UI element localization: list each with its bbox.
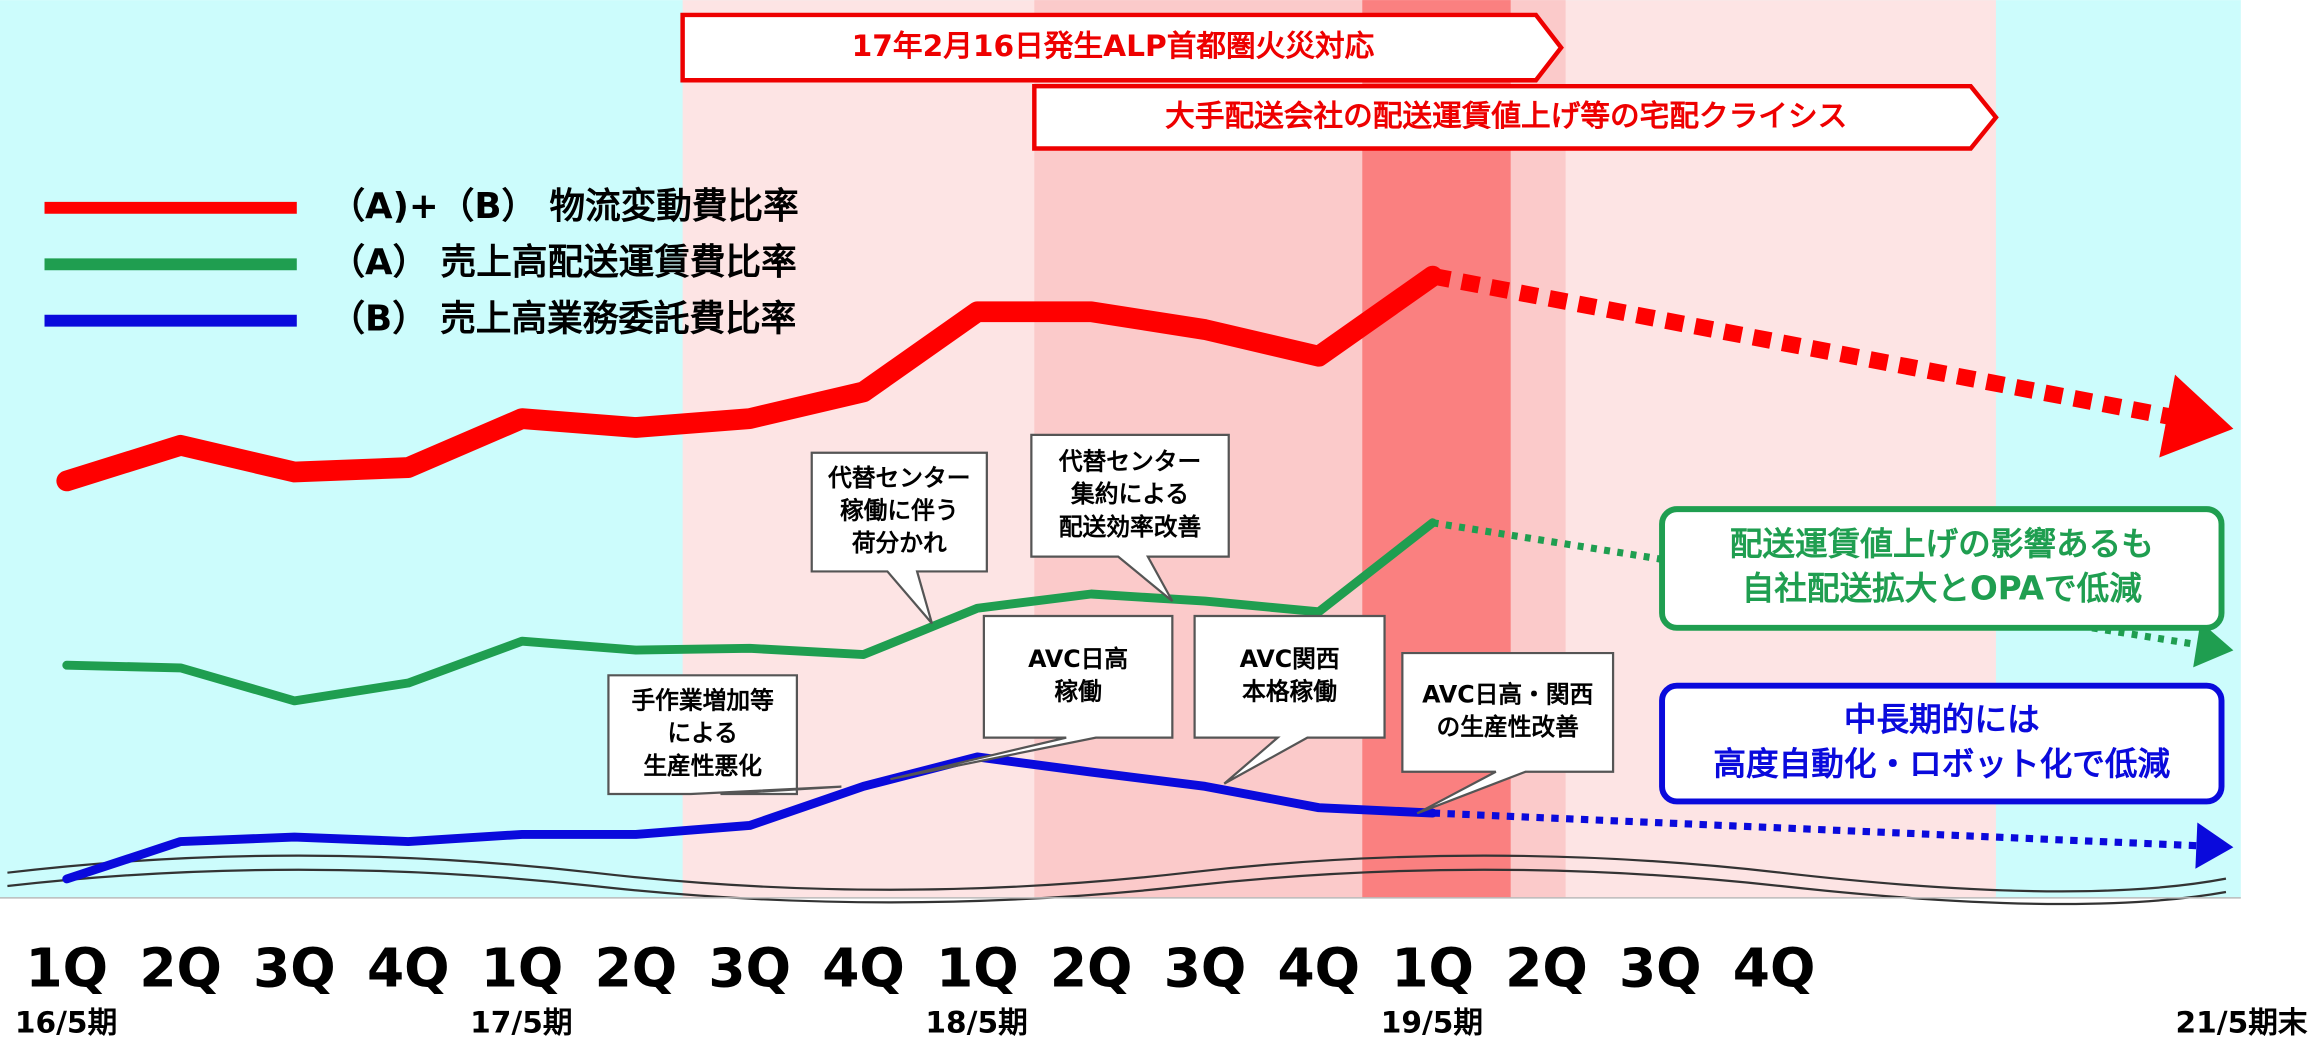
forecast-arrow [2195,822,2234,869]
callout [1401,651,1615,815]
note-text: 配送運賃値上げの影響あるも [1730,525,2154,563]
x-tick-label: 2Q [595,937,678,1000]
callout-text: 稼働 [1054,678,1101,706]
banner [680,12,1564,83]
note-text: 中長期的には [1844,700,2040,738]
callout-text: AVC日高 [1028,645,1128,673]
x-tick-label: 4Q [1278,937,1361,1000]
banner-text: 17年2月16日発生ALP首都圏火災対応 [852,28,1375,63]
banner-text: 大手配送会社の配送運賃値上げ等の宅配クライシス [1165,98,1847,133]
period-label: 19/5期 [1381,1005,1483,1039]
callout [890,614,1174,781]
x-tick-label: 1Q [1391,937,1474,1000]
callout-text: AVC日高・関西 [1422,681,1593,709]
callout-text: 本格稼働 [1242,678,1337,706]
x-tick-label: 3Q [253,937,336,1000]
callout-text: 代替センター [1058,448,1201,476]
callout [810,451,988,625]
x-tick-label: 1Q [936,937,1019,1000]
series-line [62,752,1438,884]
forecast-arrow [2193,621,2234,668]
x-tick-label: 1Q [25,937,108,1000]
forecast-line [1431,267,2206,432]
x-tick-label: 4Q [367,937,450,1000]
x-tick-label: 3Q [1619,937,1702,1000]
x-tick-label: 2Q [139,937,222,1000]
note-box [1659,682,2225,805]
x-tick-label: 2Q [1505,937,1588,1000]
series-line [62,518,1438,706]
legend-label: （A)+（B） 物流変動費比率 [329,186,798,227]
callout [1193,614,1386,785]
callout-text: 荷分かれ [852,529,947,557]
x-tick-label: 4Q [822,937,905,1000]
callout-text: による [667,719,738,747]
period-label: 18/5期 [925,1005,1027,1039]
callout-text: 代替センター [827,464,970,492]
callout-text: 配送効率改善 [1059,513,1201,541]
callout-text: の生産性改善 [1437,713,1579,741]
x-tick-label: 2Q [1050,937,1133,1000]
callout [1030,433,1230,602]
forecast-line [1432,809,2204,850]
end-label: 21/5期末 [2176,1005,2308,1039]
callout-text: 稼働に伴う [840,497,959,525]
period-label: 16/5期 [15,1005,117,1039]
x-tick-label: 1Q [481,937,564,1000]
legend-label: （A） 売上高配送運賃費比率 [329,242,796,283]
x-tick-label: 3Q [708,937,791,1000]
note-text: 高度自動化・ロボット化で低減 [1713,745,2170,783]
note-box [1659,506,2225,631]
banner [1032,83,1999,151]
x-tick-label: 4Q [1733,937,1816,1000]
callout-text: 手作業増加等 [631,687,774,715]
callout-text: 集約による [1070,480,1189,508]
forecast-arrow [2159,374,2234,458]
note-text: 自社配送拡大とOPAで低減 [1742,570,2143,608]
period-label: 17/5期 [470,1005,572,1039]
legend-label: （B） 売上高業務委託費比率 [329,299,796,340]
callout [607,674,842,796]
callout-text: AVC関西 [1240,645,1340,673]
callout-text: 生産性悪化 [643,752,762,780]
series-line [56,265,1444,492]
x-tick-label: 3Q [1164,937,1247,1000]
